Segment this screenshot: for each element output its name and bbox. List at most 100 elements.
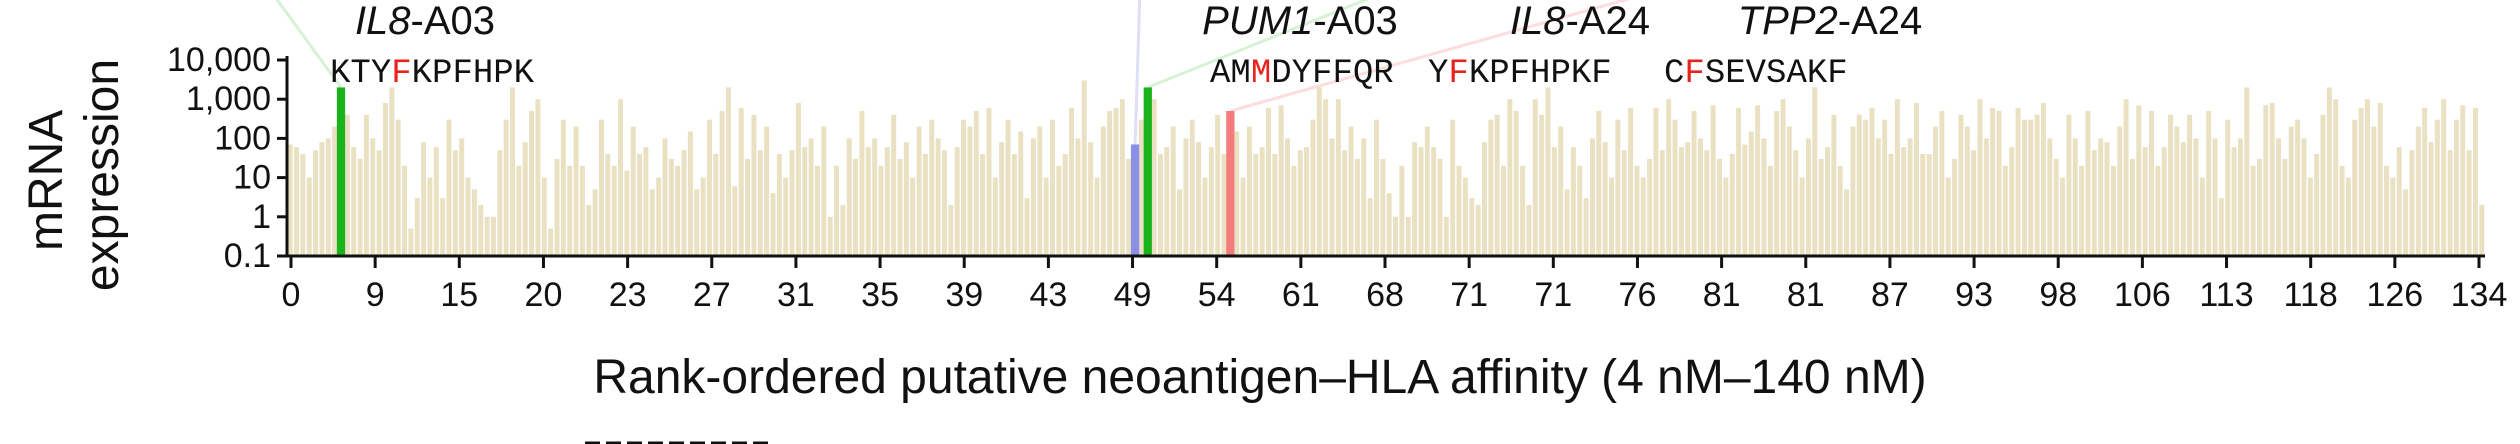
bar — [376, 150, 382, 256]
bar — [1850, 126, 1856, 256]
bar — [1977, 99, 1983, 256]
bar — [2117, 126, 2123, 256]
bar — [2326, 87, 2332, 257]
bar — [1926, 154, 1932, 256]
bar — [897, 158, 903, 256]
bar — [1005, 119, 1011, 256]
bar — [1399, 165, 1405, 256]
bar — [1037, 126, 1043, 256]
bar — [1685, 142, 1691, 256]
bar — [2409, 150, 2415, 256]
bar — [2460, 105, 2466, 257]
bar — [2218, 198, 2224, 256]
bar — [452, 150, 458, 256]
bar — [497, 150, 503, 256]
bar — [1596, 111, 1602, 256]
bar — [1240, 177, 1246, 256]
bar — [1215, 114, 1221, 256]
bar — [510, 87, 515, 257]
bar — [980, 154, 986, 256]
bar — [1310, 119, 1316, 256]
bar — [1018, 131, 1024, 256]
bar — [2015, 107, 2021, 257]
bar — [2396, 147, 2402, 256]
bar — [1208, 147, 1214, 256]
bar — [1863, 119, 1869, 256]
bar — [465, 177, 471, 256]
bar — [2002, 165, 2008, 256]
bar — [1323, 99, 1329, 256]
bar — [681, 150, 687, 256]
bar — [1818, 158, 1824, 256]
bar — [1589, 138, 1595, 256]
bar — [1755, 105, 1761, 257]
bar — [522, 142, 528, 256]
bar — [1443, 216, 1449, 256]
annotations: IL8-A03 KTYFKPFHPK PUM1-A03 AMMDYFFQR IL8-A2… — [330, 0, 1922, 93]
bar — [1971, 150, 1977, 256]
bar — [1450, 119, 1456, 256]
bar — [999, 142, 1005, 256]
bar — [2288, 126, 2294, 256]
bar — [973, 111, 979, 256]
bar — [325, 138, 331, 256]
bar — [1386, 193, 1392, 256]
bar — [2104, 142, 2110, 256]
bar — [1945, 177, 1951, 256]
leader-line — [275, 0, 343, 89]
bar — [910, 177, 916, 256]
bar — [541, 177, 547, 256]
bar — [1901, 147, 1907, 256]
bar — [738, 107, 744, 257]
bar — [630, 126, 636, 256]
bar — [2041, 103, 2046, 256]
bar — [2415, 126, 2421, 256]
bar — [2079, 165, 2085, 256]
bar — [433, 147, 439, 256]
bar — [611, 165, 617, 256]
bar — [840, 205, 846, 256]
bar — [2060, 177, 2066, 256]
bar — [319, 142, 325, 256]
bar — [548, 228, 554, 256]
x-tick-label: 9 — [366, 276, 385, 314]
bar — [1583, 198, 1589, 256]
bar — [903, 142, 909, 256]
bar — [2168, 114, 2174, 256]
x-tick-label: 71 — [1534, 276, 1572, 314]
bar — [1297, 150, 1303, 256]
bar — [351, 147, 357, 256]
x-tick-label: 15 — [440, 276, 478, 314]
y-axis-label: mRNA expression — [20, 59, 129, 291]
bar — [1011, 154, 1017, 256]
bar — [357, 158, 363, 256]
bar — [2339, 165, 2345, 256]
bar — [1666, 99, 1672, 256]
bar — [1100, 126, 1106, 256]
bar — [2161, 147, 2167, 256]
bar — [1030, 138, 1036, 256]
annotation-sequence: KTYFKPFHPK — [330, 55, 535, 93]
bar — [2136, 105, 2142, 257]
bar — [2403, 189, 2409, 256]
bar — [2091, 150, 2097, 256]
x-tick-label: 113 — [2199, 276, 2253, 314]
bar — [2441, 99, 2447, 256]
bar — [1647, 158, 1653, 256]
bar — [1088, 142, 1094, 256]
bar — [2472, 107, 2478, 257]
bar — [471, 189, 477, 256]
bar — [1570, 147, 1576, 256]
bar — [1329, 138, 1335, 256]
bar — [1729, 154, 1735, 256]
bar — [1520, 165, 1526, 256]
bar — [1151, 99, 1157, 256]
bar — [503, 119, 509, 256]
bar — [1202, 177, 1208, 256]
bar — [662, 138, 668, 256]
bar — [1640, 177, 1646, 256]
bar — [732, 186, 738, 256]
bar — [2257, 158, 2262, 256]
bar — [2301, 138, 2307, 256]
bar — [2149, 111, 2154, 256]
